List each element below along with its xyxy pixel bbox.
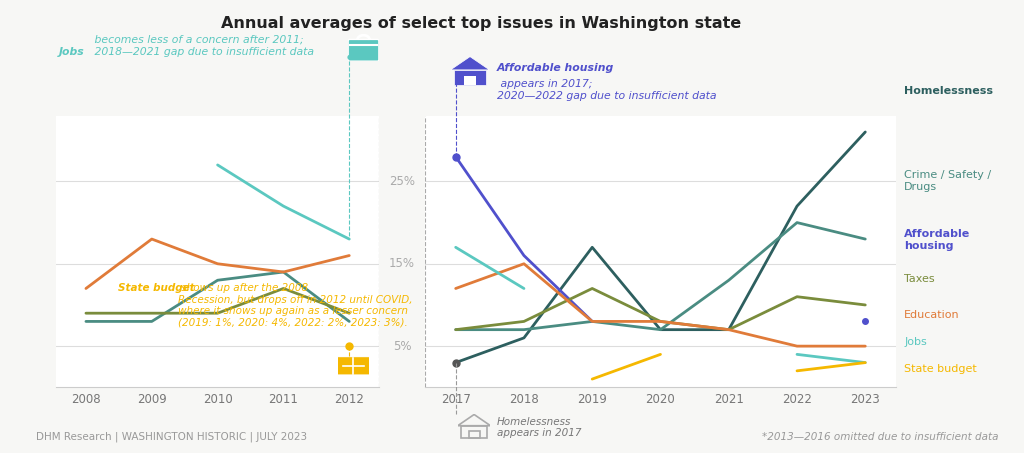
Text: *2013—2016 omitted due to insufficient data: *2013—2016 omitted due to insufficient d… bbox=[762, 432, 998, 442]
Text: becomes less of a concern after 2011;
 2018—2021 gap due to insufficient data: becomes less of a concern after 2011; 20… bbox=[91, 35, 314, 57]
Bar bbox=[464, 76, 476, 85]
Text: appears in 2017;
2020—2022 gap due to insufficient data: appears in 2017; 2020—2022 gap due to in… bbox=[497, 79, 716, 101]
Text: Homelessness: Homelessness bbox=[904, 86, 993, 96]
Text: Crime / Safety /
Drugs: Crime / Safety / Drugs bbox=[904, 170, 991, 193]
Text: Jobs: Jobs bbox=[58, 47, 84, 57]
FancyBboxPatch shape bbox=[336, 357, 371, 375]
Bar bbox=[469, 431, 479, 438]
Text: ●: ● bbox=[346, 54, 352, 60]
FancyBboxPatch shape bbox=[348, 39, 379, 61]
Polygon shape bbox=[451, 57, 489, 70]
Text: Jobs: Jobs bbox=[904, 337, 927, 347]
Text: Taxes: Taxes bbox=[904, 274, 935, 284]
Text: State budget: State budget bbox=[118, 283, 195, 293]
Text: Affordable
housing: Affordable housing bbox=[904, 229, 971, 251]
Text: 15%: 15% bbox=[389, 257, 415, 270]
Text: State budget: State budget bbox=[904, 364, 977, 374]
Bar bbox=[461, 426, 487, 438]
Text: 25%: 25% bbox=[389, 175, 415, 188]
Text: shows up after the 2008
Recession, but drops off in 2012 until COVID,
where it s: shows up after the 2008 Recession, but d… bbox=[178, 283, 413, 328]
Bar bbox=[455, 70, 485, 85]
Text: Annual averages of select top issues in Washington state: Annual averages of select top issues in … bbox=[221, 16, 741, 31]
Text: Homelessness
appears in 2017: Homelessness appears in 2017 bbox=[497, 417, 582, 439]
Text: DHM Research | WASHINGTON HISTORIC | JULY 2023: DHM Research | WASHINGTON HISTORIC | JUL… bbox=[36, 431, 307, 442]
Text: 5%: 5% bbox=[392, 340, 412, 352]
Text: Education: Education bbox=[904, 310, 959, 320]
Text: Affordable housing: Affordable housing bbox=[497, 63, 614, 73]
